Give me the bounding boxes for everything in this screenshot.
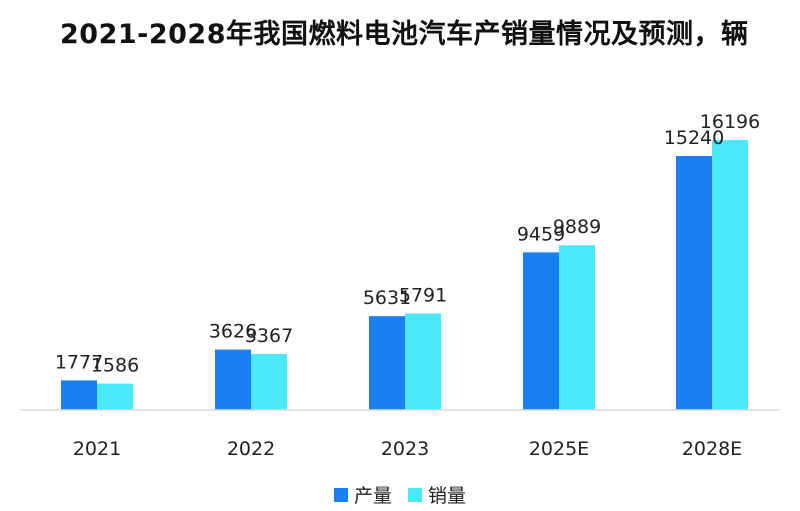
x-tick-label: 2028E xyxy=(682,438,742,460)
data-label: 9889 xyxy=(553,216,601,238)
data-label: 1777 xyxy=(55,351,103,373)
legend-swatch xyxy=(333,487,348,502)
chart-title: 2021-2028年我国燃料电池汽车产销量情况及预测，辆 xyxy=(60,19,749,50)
bar-production xyxy=(676,156,712,410)
data-label: 9459 xyxy=(517,223,565,245)
bar-sales xyxy=(405,313,441,410)
legend-item: 销量 xyxy=(408,481,466,508)
data-label: 5631 xyxy=(363,287,411,309)
x-tick-label: 2022 xyxy=(227,438,275,460)
legend-label: 产量 xyxy=(353,485,392,507)
legend-label: 销量 xyxy=(428,485,467,507)
bar-production xyxy=(523,252,559,410)
data-label: 1586 xyxy=(91,355,139,377)
data-label: 3367 xyxy=(245,325,293,347)
data-label: 5791 xyxy=(399,284,447,306)
bar-production xyxy=(369,316,405,410)
data-label: 16196 xyxy=(700,111,760,133)
bar-group xyxy=(61,140,748,411)
bar-production xyxy=(215,349,251,410)
bar-production xyxy=(61,380,97,410)
bar-sales xyxy=(251,353,287,410)
bar-sales xyxy=(712,140,748,411)
legend: 产量 销量 xyxy=(0,481,800,508)
x-tick-label: 2023 xyxy=(381,438,429,460)
legend-swatch xyxy=(408,487,422,502)
data-label: 15240 xyxy=(664,127,724,149)
bar-sales xyxy=(97,383,133,410)
bar-sales xyxy=(559,245,595,410)
x-tick-label: 2025E xyxy=(529,438,589,460)
data-label: 3626 xyxy=(209,321,257,343)
legend-item: 产量 xyxy=(333,481,392,508)
x-tick-label: 2021 xyxy=(73,438,121,460)
